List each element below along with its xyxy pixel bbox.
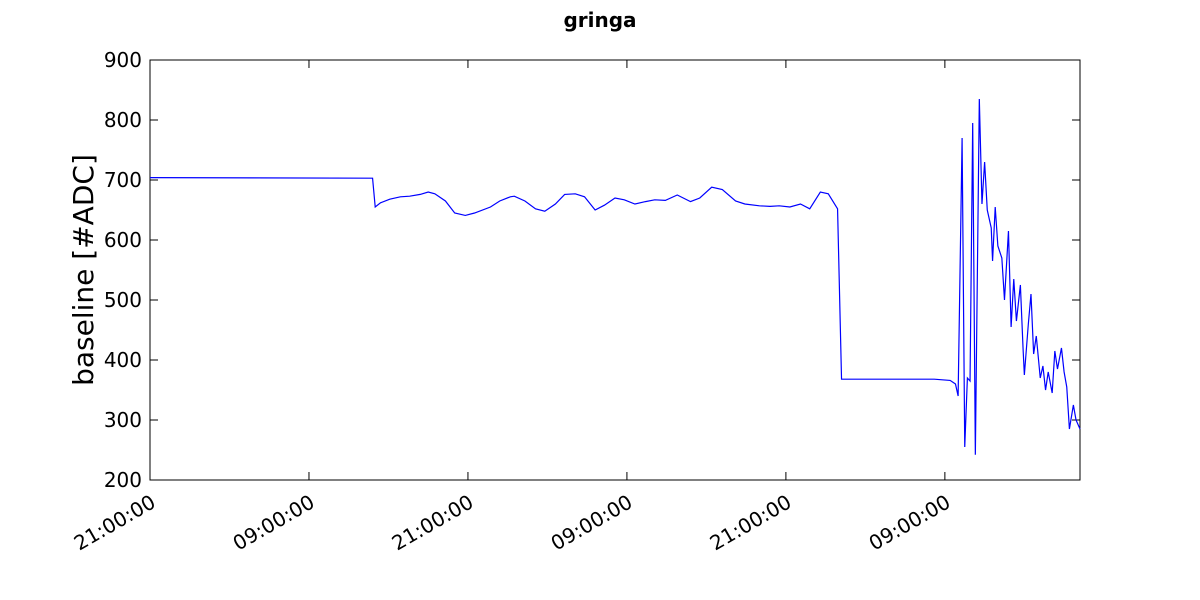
- y-tick-label: 200: [104, 468, 142, 492]
- y-tick-label: 400: [104, 348, 142, 372]
- y-tick-label: 500: [104, 288, 142, 312]
- y-tick-label: 900: [104, 48, 142, 72]
- y-tick-label: 600: [104, 228, 142, 252]
- x-tick-label: 21:00:00: [388, 490, 478, 556]
- y-tick-label: 700: [104, 168, 142, 192]
- y-tick-label: 800: [104, 108, 142, 132]
- y-tick-label: 300: [104, 408, 142, 432]
- x-tick-label: 09:00:00: [229, 490, 319, 556]
- x-tick-label: 21:00:00: [706, 490, 796, 556]
- x-tick-label: 09:00:00: [865, 490, 955, 556]
- chart-title: gringa: [563, 8, 636, 32]
- data-line: [149, 98, 1081, 455]
- plot-frame: [149, 59, 1081, 481]
- x-tick-label: 09:00:00: [547, 490, 637, 556]
- x-tick-label: 21:00:00: [70, 490, 160, 556]
- y-axis-label: baseline [#ADC]: [67, 154, 100, 386]
